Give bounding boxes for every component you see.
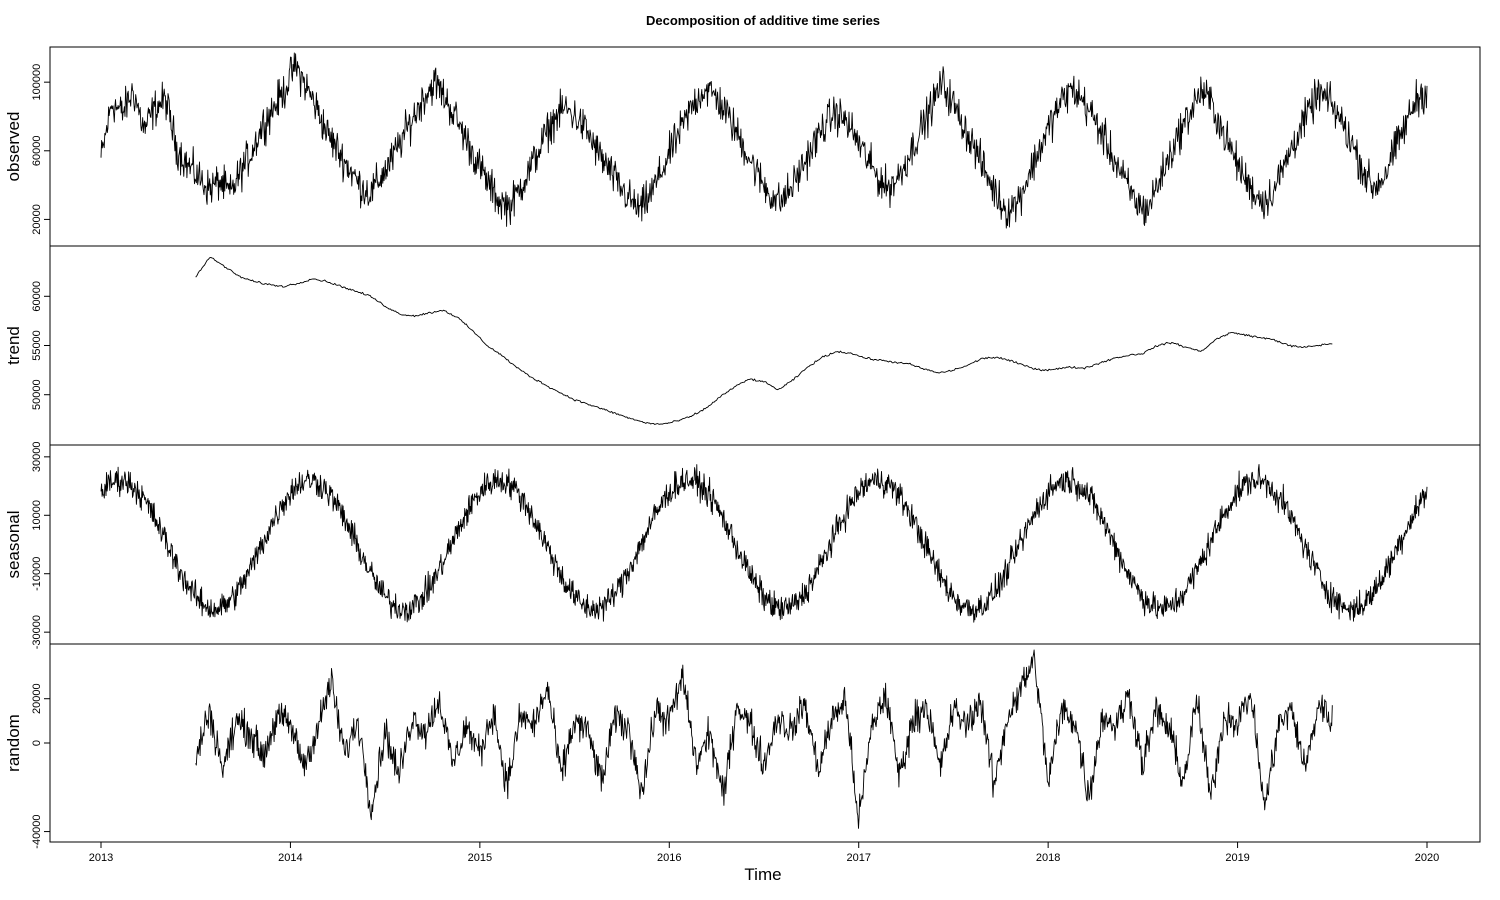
y-tick-label: 100000	[31, 64, 43, 101]
y-axis-label-observed: observed	[4, 112, 23, 182]
x-tick-label: 2013	[89, 852, 113, 864]
y-tick-label: -10000	[31, 557, 43, 591]
y-tick-label: 20000	[31, 204, 43, 235]
panel-observed: 20000 60000 100000 observed	[4, 46, 1481, 247]
x-axis: 2013 2014 2015 2016 2017 2018 2019 2020	[89, 841, 1439, 864]
x-tick-label: 2019	[1225, 852, 1249, 864]
y-tick-label: 10000	[31, 500, 43, 531]
x-tick-label: 2017	[846, 852, 870, 864]
x-axis-label: Time	[744, 865, 781, 884]
series-line-seasonal	[100, 464, 1428, 623]
panels: 2000060000100000observed500005500060000t…	[4, 46, 1481, 849]
y-axis-label-seasonal: seasonal	[4, 510, 23, 578]
y-tick-label: -40000	[31, 814, 43, 848]
panel-trend: 50000 55000 60000 trend	[4, 245, 1481, 446]
y-tick-label: 60000	[31, 135, 43, 166]
y-tick-label: 50000	[31, 379, 43, 410]
panel-frame	[49, 643, 1481, 843]
x-tick-label: 2020	[1415, 852, 1439, 864]
y-tick-label: -30000	[31, 615, 43, 649]
y-tick-label: 55000	[31, 330, 43, 361]
y-tick-label: 0	[31, 740, 43, 746]
y-axis-label-trend: trend	[4, 326, 23, 365]
panel-frame	[49, 245, 1481, 446]
panel-frame	[49, 46, 1481, 247]
y-axis-label-random: random	[4, 714, 23, 772]
x-tick-label: 2015	[468, 852, 492, 864]
x-tick-label: 2018	[1036, 852, 1060, 864]
panel-random: -40000 0 20000 random	[4, 643, 1481, 849]
series-line-random	[195, 649, 1333, 829]
y-tick-label: 60000	[31, 281, 43, 312]
chart-title: Decomposition of additive time series	[646, 13, 880, 28]
series-line-trend	[195, 256, 1333, 425]
x-tick-label: 2014	[278, 852, 302, 864]
x-tick-label: 2016	[657, 852, 681, 864]
panel-seasonal: -30000 -10000 10000 30000 seasonal	[4, 442, 1481, 649]
y-tick-label: 30000	[31, 442, 43, 473]
series-line-observed	[100, 52, 1428, 229]
y-tick-label: 20000	[31, 683, 43, 714]
